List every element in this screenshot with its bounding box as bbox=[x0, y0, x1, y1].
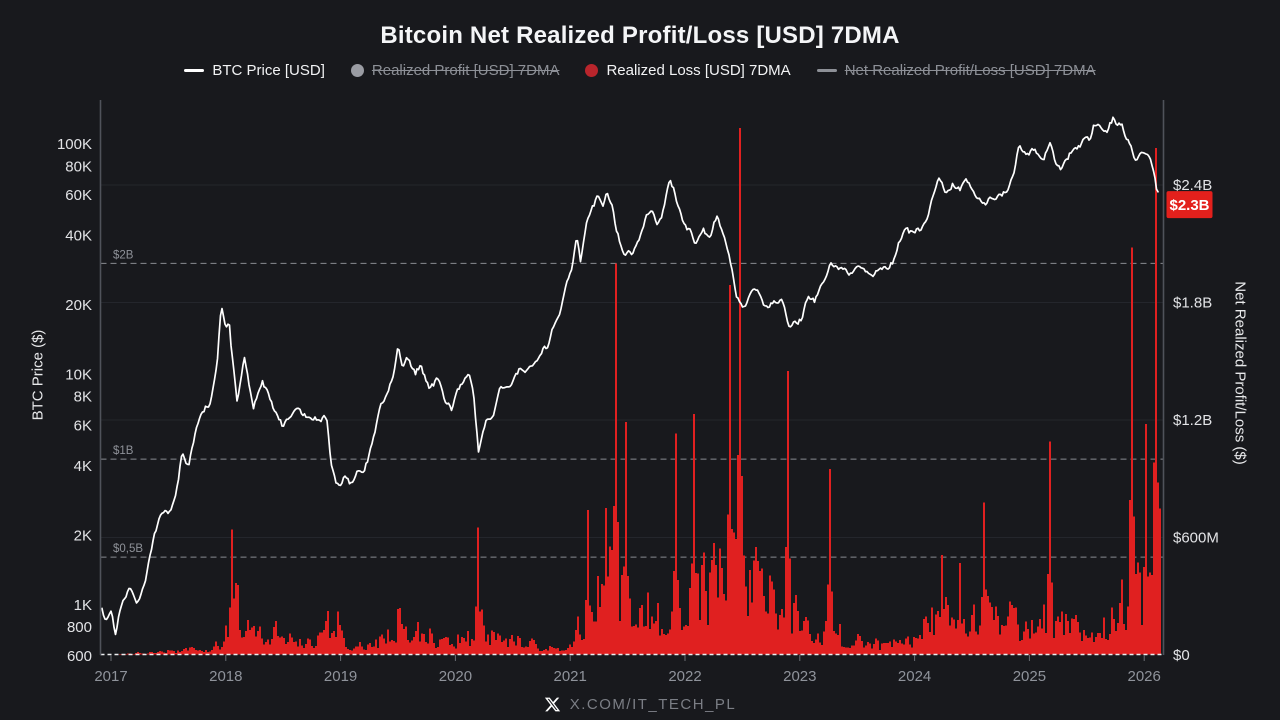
legend-item-label: BTC Price [USD] bbox=[212, 62, 325, 79]
legend-line-icon bbox=[816, 69, 837, 72]
annotation-label: $2B bbox=[113, 249, 134, 261]
legend-dot-icon bbox=[350, 64, 364, 77]
x-axis-tick-label: 2026 bbox=[1128, 668, 1161, 685]
loss-bars bbox=[101, 128, 1161, 655]
left-axis-tick-label: 600 bbox=[67, 648, 92, 665]
footer-handle: X.COM/IT_TECH_PL bbox=[569, 696, 737, 713]
legend-dot-icon bbox=[585, 64, 599, 77]
legend-line-icon bbox=[184, 69, 205, 72]
left-axis-tick-label: 10K bbox=[65, 366, 92, 383]
left-axis-tick-label: 100K bbox=[57, 136, 92, 153]
left-axis-tick-label: 8K bbox=[74, 389, 92, 406]
x-axis-tick-label: 2021 bbox=[554, 668, 587, 685]
legend-item-net-realized-profit-loss-usd-7dma[interactable]: Net Realized Profit/Loss [USD] 7DMA bbox=[816, 62, 1096, 79]
right-axis-title: Net Realized Profit/Loss ($) bbox=[1231, 281, 1249, 465]
left-axis-tick-label: 4K bbox=[74, 458, 92, 475]
x-axis-tick-label: 2023 bbox=[783, 668, 816, 685]
x-axis-tick-label: 2020 bbox=[439, 668, 472, 685]
legend: BTC Price [USD] Realized Profit [USD] 7DM… bbox=[0, 62, 1280, 79]
chart-title: Bitcoin Net Realized Profit/Loss [USD] 7… bbox=[380, 22, 900, 49]
x-axis-tick-label: 2025 bbox=[1013, 668, 1046, 685]
footer: X.COM/IT_TECH_PL bbox=[0, 696, 1280, 713]
x-axis-tick-label: 2018 bbox=[209, 668, 242, 685]
left-axis-title: BTC Price ($) bbox=[29, 329, 47, 421]
right-axis-tick-label: $2.4B bbox=[1173, 177, 1212, 194]
x-axis-tick-label: 2017 bbox=[94, 668, 127, 685]
left-axis-tick-label: 20K bbox=[65, 297, 92, 314]
legend-item-label: Realized Loss [USD] 7DMA bbox=[606, 62, 791, 79]
left-axis-tick-label: 60K bbox=[65, 187, 92, 204]
right-axis-tick-label: $600M bbox=[1173, 530, 1219, 547]
left-axis-tick-label: 40K bbox=[65, 228, 92, 245]
x-axis-tick-label: 2019 bbox=[324, 668, 357, 685]
left-axis-tick-label: 6K bbox=[74, 418, 92, 435]
x-axis-tick-label: 2022 bbox=[668, 668, 701, 685]
left-axis-tick-label: 800 bbox=[67, 619, 92, 636]
legend-item-label: Net Realized Profit/Loss [USD] 7DMA bbox=[844, 62, 1096, 79]
annotation-label: $1B bbox=[113, 445, 134, 457]
annotation-label: $0,5B bbox=[113, 543, 143, 555]
right-axis-tick-label: $0 bbox=[1173, 647, 1190, 664]
legend-item-label: Realized Profit [USD] 7DMA bbox=[371, 62, 560, 79]
right-axis-tick-label: $1.2B bbox=[1173, 412, 1212, 429]
left-axis-tick-label: 1K bbox=[74, 597, 92, 614]
x-axis-tick-label: 2024 bbox=[898, 668, 931, 685]
right-axis-tick-label: $1.8B bbox=[1173, 295, 1212, 312]
x-logo-icon bbox=[544, 697, 560, 712]
legend-item-btc-price-usd[interactable]: BTC Price [USD] bbox=[184, 62, 325, 79]
legend-item-realized-loss-usd-7dma[interactable]: Realized Loss [USD] 7DMA bbox=[585, 62, 791, 79]
left-axis-tick-label: 2K bbox=[74, 527, 92, 544]
left-axis-tick-label: 80K bbox=[65, 158, 92, 175]
latest-value-badge bbox=[1166, 191, 1213, 219]
latest-value-badge-label: $2.3B bbox=[1169, 197, 1209, 214]
legend-item-realized-profit-usd-7dma[interactable]: Realized Profit [USD] 7DMA bbox=[350, 62, 560, 79]
price-line bbox=[101, 116, 1159, 636]
